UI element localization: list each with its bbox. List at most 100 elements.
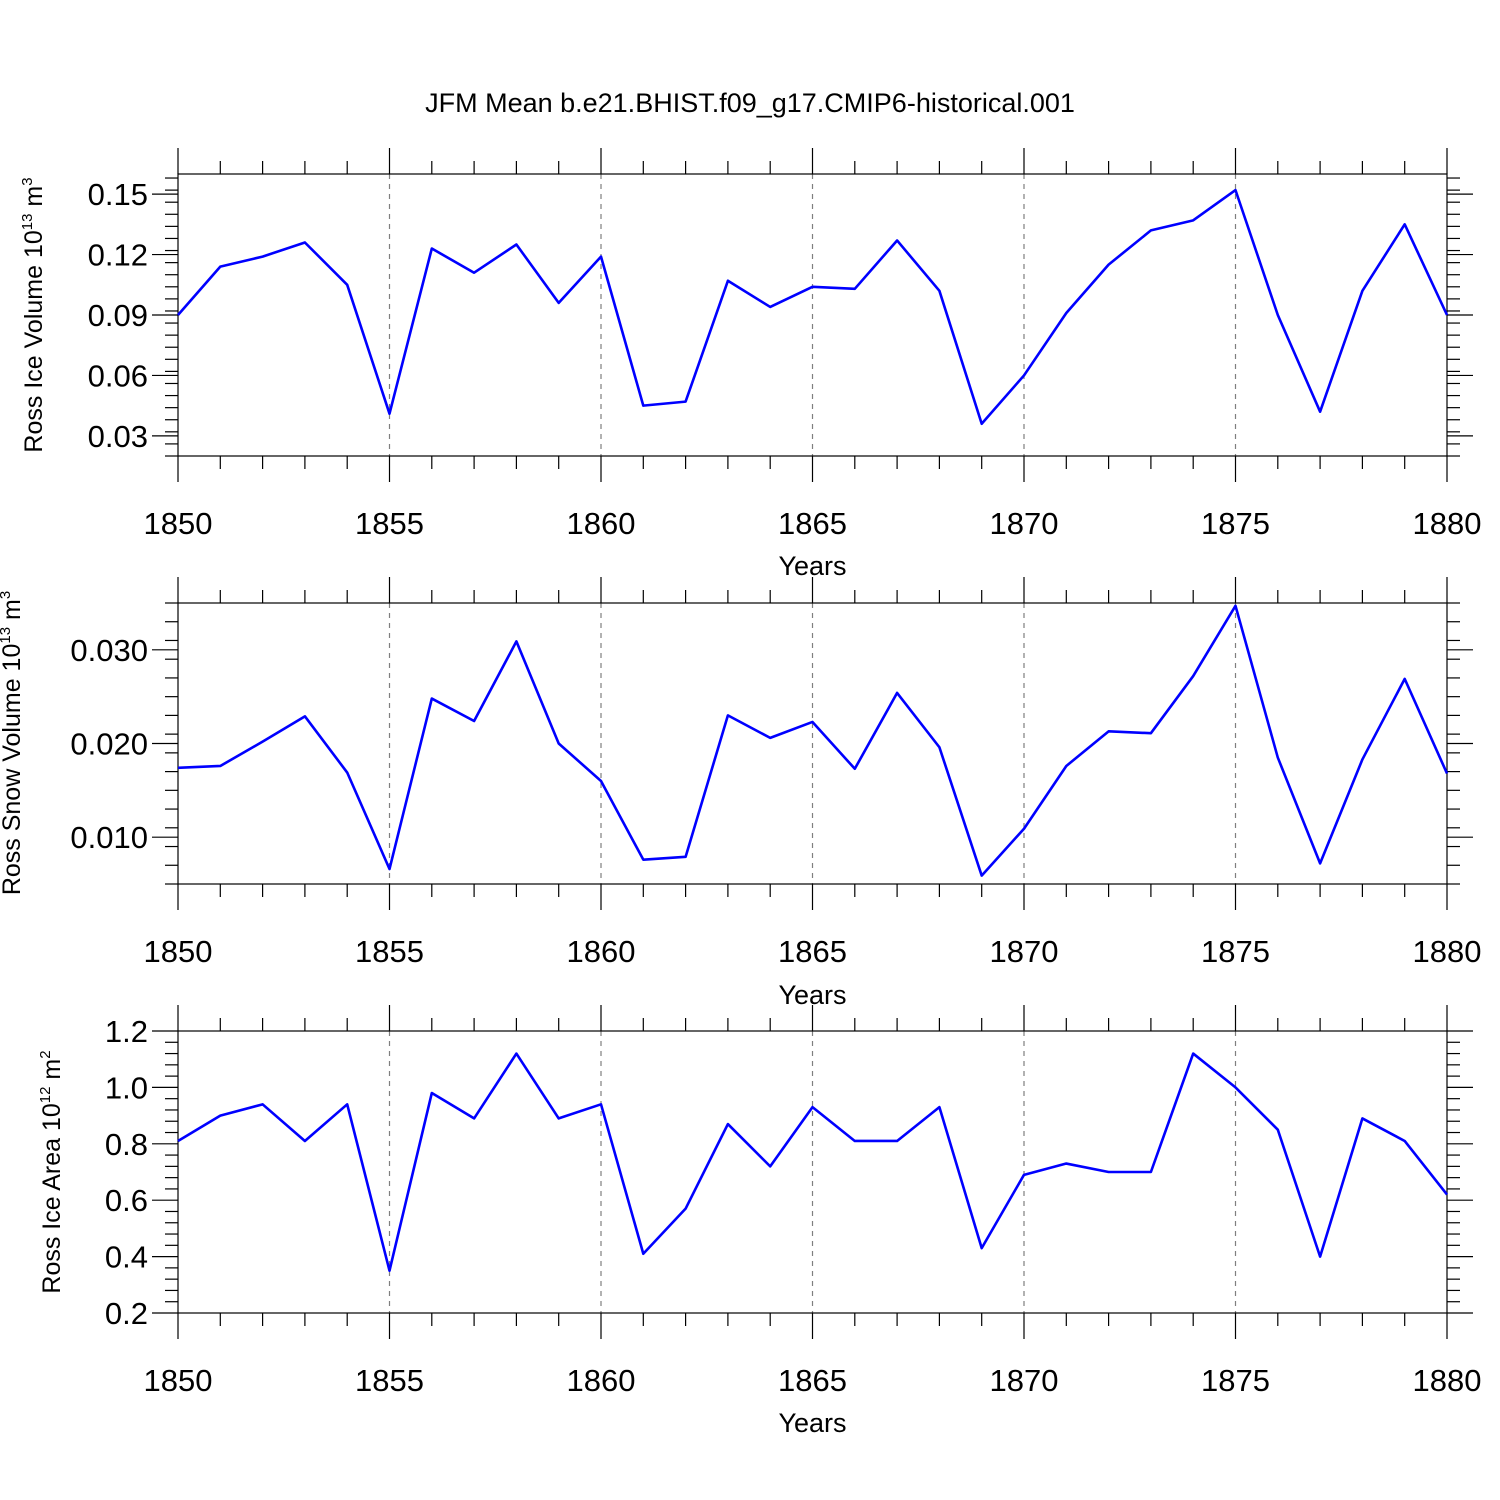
data-point: [303, 714, 307, 718]
data-point: [641, 858, 645, 862]
y-tick-label: 1.0: [105, 1070, 148, 1105]
data-point: [1445, 1193, 1449, 1197]
x-tick-label: 1870: [990, 1363, 1059, 1398]
data-point: [1403, 1139, 1407, 1143]
data-point: [1191, 674, 1195, 678]
data-point: [684, 855, 688, 859]
data-point: [303, 1139, 307, 1143]
data-point: [895, 691, 899, 695]
series-line: [177, 1052, 1449, 1272]
data-point: [472, 271, 476, 275]
data-point: [1234, 188, 1238, 192]
data-point: [811, 285, 815, 289]
data-point: [1022, 827, 1026, 831]
y-axis-label-text: Ross Ice Area 10: [38, 1103, 66, 1293]
x-tick-label: 1865: [778, 934, 847, 969]
y-tick-label: 0.15: [88, 177, 148, 212]
data-point: [768, 736, 772, 740]
data-point: [599, 1102, 603, 1106]
chart-title: JFM Mean b.e21.BHIST.f09_g17.CMIP6-histo…: [425, 88, 1075, 118]
data-point: [388, 1269, 392, 1273]
data-point: [218, 265, 222, 269]
data-point: [261, 255, 265, 259]
data-point: [388, 412, 392, 416]
data-point: [853, 767, 857, 771]
panel-3: 1850 1855 1860 1865 1870 1875 1880 Years 0.2 0.4 0…: [37, 1005, 1481, 1438]
x-tick-label: 1870: [990, 506, 1059, 541]
data-point: [1403, 677, 1407, 681]
data-point: [472, 719, 476, 723]
data-point: [853, 287, 857, 291]
data-point: [980, 1246, 984, 1250]
y-tick-label: 1.2: [105, 1014, 148, 1049]
data-point: [1107, 1170, 1111, 1174]
data-point: [430, 247, 434, 251]
data-point: [1276, 756, 1280, 760]
data-point: [641, 1252, 645, 1256]
data-point: [726, 279, 730, 283]
data-point: [218, 764, 222, 768]
data-point: [726, 713, 730, 717]
y-axis-label-exponent: 12: [37, 1087, 54, 1104]
data-point: [980, 874, 984, 878]
x-tick-label: 1865: [778, 1363, 847, 1398]
data-point: [1445, 313, 1449, 317]
data-point: [345, 1102, 349, 1106]
x-axis-label: Years: [778, 551, 846, 581]
y-axis-label-exponent: 13: [19, 214, 36, 231]
data-point: [895, 1139, 899, 1143]
data-point: [345, 283, 349, 287]
data-point: [937, 289, 941, 293]
x-tick-label: 1850: [144, 506, 213, 541]
y-tick-label: 0.8: [105, 1127, 148, 1162]
data-point: [1360, 289, 1364, 293]
data-point: [1107, 729, 1111, 733]
data-point: [1022, 1173, 1026, 1177]
y-axis-label: Ross Ice Area 1012 m2: [37, 1050, 66, 1293]
data-point: [1107, 263, 1111, 267]
data-point: [599, 255, 603, 259]
data-point: [514, 639, 518, 643]
data-point: [1149, 228, 1153, 232]
data-point: [684, 1207, 688, 1211]
data-point: [514, 243, 518, 247]
x-tick-label: 1870: [990, 934, 1059, 969]
data-point: [980, 422, 984, 426]
data-point: [1022, 373, 1026, 377]
chart-panels: 1850 1855 1860 1865 1870 1875 1880 Years 0.03 0.0…: [0, 148, 1481, 1438]
data-point: [937, 745, 941, 749]
series-line: [177, 188, 1449, 426]
y-axis-label: Ross Snow Volume 1013 m3: [0, 591, 26, 895]
data-point: [641, 404, 645, 408]
x-tick-label: 1860: [567, 1363, 636, 1398]
data-point: [1234, 604, 1238, 608]
data-point: [557, 742, 561, 746]
data-point: [176, 1139, 180, 1143]
data-point: [218, 1114, 222, 1118]
x-tick-label: 1865: [778, 506, 847, 541]
x-tick-label: 1875: [1201, 506, 1270, 541]
y-tick-label: 0.020: [70, 727, 148, 762]
data-point: [853, 1139, 857, 1143]
x-tick-label: 1855: [355, 934, 424, 969]
y-tick-label: 0.030: [70, 633, 148, 668]
data-point: [176, 313, 180, 317]
x-tick-label: 1850: [144, 934, 213, 969]
x-tick-label: 1875: [1201, 1363, 1270, 1398]
x-tick-label: 1855: [355, 506, 424, 541]
data-point: [472, 1116, 476, 1120]
y-axis-label-unit: m: [20, 186, 48, 214]
x-tick-label: 1880: [1413, 506, 1482, 541]
data-point: [1318, 861, 1322, 865]
data-point: [768, 1164, 772, 1168]
y-tick-label: 0.03: [88, 419, 148, 454]
y-tick-label: 0.06: [88, 358, 148, 393]
data-point: [430, 1091, 434, 1095]
y-axis-label-unit-exponent: 2: [37, 1050, 54, 1058]
data-point: [1064, 764, 1068, 768]
data-point: [1360, 757, 1364, 761]
y-axis-label-unit: m: [0, 599, 26, 627]
data-point: [599, 779, 603, 783]
data-point: [811, 1105, 815, 1109]
